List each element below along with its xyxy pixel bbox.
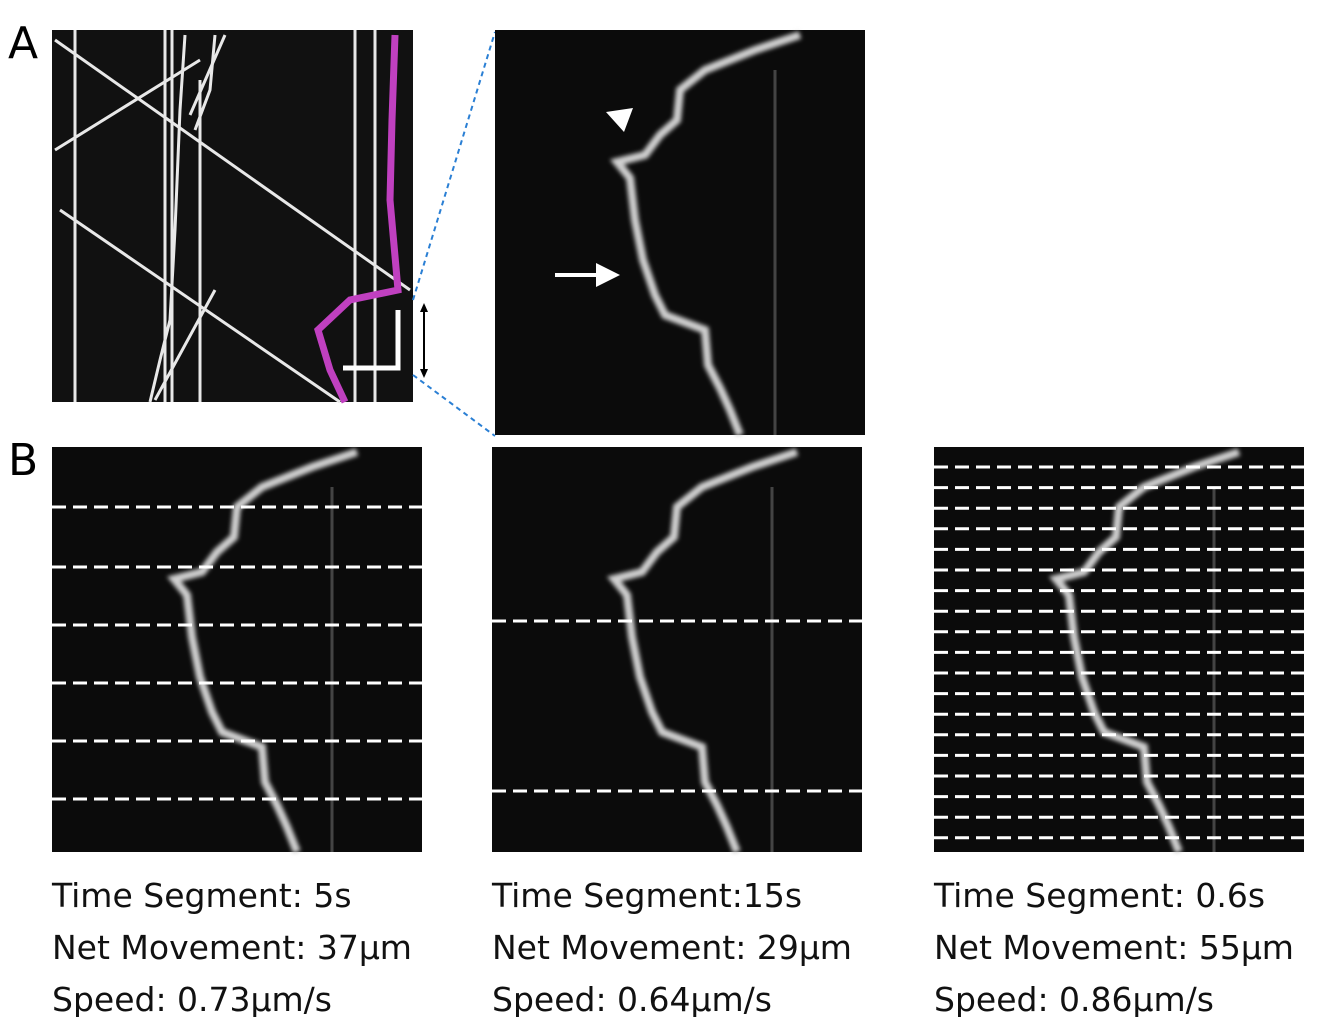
kymograph-overview	[52, 30, 413, 404]
caption-line: Net Movement: 55μm	[934, 928, 1294, 967]
caption-line: Net Movement: 29μm	[492, 928, 852, 967]
arrowhead	[420, 303, 428, 312]
caption-line: Speed: 0.86μm/s	[934, 980, 1214, 1017]
caption-line: Time Segment: 5s	[51, 876, 352, 915]
zoom-guide	[412, 31, 496, 301]
caption-line: Net Movement: 37μm	[52, 928, 412, 967]
panel-label: A	[8, 18, 38, 69]
zoom-guide	[412, 374, 496, 437]
arrow-marker	[596, 263, 620, 287]
caption-line: Speed: 0.73μm/s	[52, 980, 332, 1017]
caption-line: Time Segment: 0.6s	[933, 876, 1265, 915]
caption-line: Time Segment:15s	[491, 876, 802, 915]
arrowhead-marker	[606, 108, 633, 132]
kymograph-zoom	[495, 30, 865, 435]
arrowhead	[420, 369, 428, 378]
panel-label: B	[8, 435, 38, 486]
caption-line: Speed: 0.64μm/s	[492, 980, 772, 1017]
